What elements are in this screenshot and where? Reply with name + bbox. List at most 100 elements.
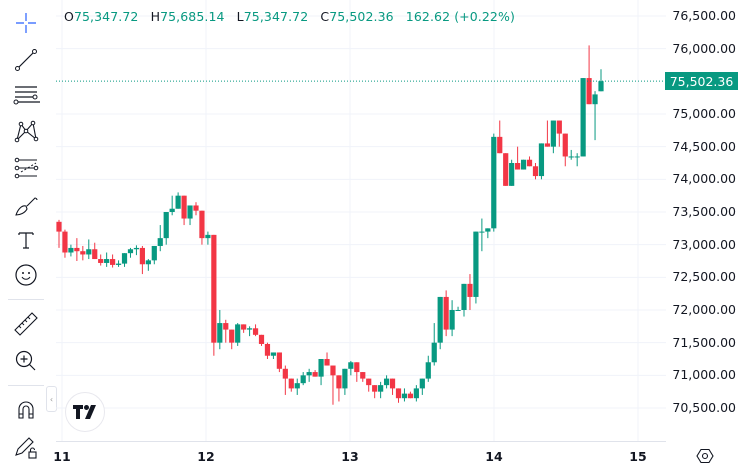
candle <box>235 324 241 343</box>
candle <box>491 136 497 229</box>
candle <box>139 247 145 265</box>
candle <box>56 221 62 232</box>
candle <box>294 383 300 389</box>
forecast-tool[interactable] <box>8 153 44 183</box>
candle <box>526 159 533 167</box>
candle <box>229 329 235 343</box>
candle <box>449 310 455 330</box>
zoom-in-icon <box>15 350 36 371</box>
candlestick-chart[interactable] <box>56 0 666 441</box>
ohlc-legend: O75,347.72 H75,685.14 L75,347.72 C75,502… <box>64 9 523 24</box>
price-axis[interactable]: 76,500.00 76,000.00 75,000.00 74,500.00 74,0… <box>666 0 745 441</box>
fib-retracement-icon <box>13 86 40 105</box>
time-tick: 14 <box>485 449 503 464</box>
candle <box>217 323 223 343</box>
candle <box>127 249 134 254</box>
candle <box>276 352 282 369</box>
forecast-icon <box>14 157 39 179</box>
candle <box>503 153 509 186</box>
candle <box>163 212 169 239</box>
candle <box>223 323 229 330</box>
candle <box>181 195 187 219</box>
candle <box>366 378 372 386</box>
lock-drawings-tool[interactable] <box>8 432 44 462</box>
time-tick: 12 <box>197 449 215 464</box>
low-label: L <box>236 9 244 24</box>
candle <box>372 385 378 392</box>
candle <box>98 259 104 263</box>
candle <box>413 388 419 399</box>
price-tick: 70,500.00 <box>672 400 736 415</box>
text-icon <box>18 232 34 249</box>
candle <box>193 205 199 211</box>
price-tick: 73,500.00 <box>672 204 736 219</box>
candle <box>562 133 568 157</box>
price-tick: 74,000.00 <box>672 171 736 187</box>
candle <box>425 362 431 379</box>
candle <box>479 231 485 233</box>
candle <box>342 368 348 389</box>
candle <box>354 362 360 373</box>
candle <box>80 251 86 255</box>
candle <box>348 362 354 369</box>
candle <box>556 120 562 134</box>
candle <box>544 143 550 147</box>
candle <box>431 342 437 363</box>
close-value: 75,502.36 <box>329 9 394 24</box>
tradingview-logo[interactable] <box>65 392 105 432</box>
candle <box>538 143 545 177</box>
price-tick: 72,000.00 <box>672 302 736 317</box>
magnet-tool[interactable] <box>8 395 44 425</box>
candle <box>133 247 140 250</box>
price-tick: 75,000.00 <box>672 106 736 121</box>
drawing-toolbar: ‹ <box>0 0 57 470</box>
price-tick: 76,500.00 <box>672 8 736 23</box>
candle <box>68 247 74 253</box>
brush-tool[interactable] <box>8 190 44 220</box>
candle <box>199 210 205 239</box>
collapse-toolbar-button[interactable]: ‹ <box>46 386 57 412</box>
candle <box>407 393 414 399</box>
candle <box>110 259 116 265</box>
candle <box>395 388 402 399</box>
candle <box>443 296 449 330</box>
trend-line-tool[interactable] <box>8 45 44 75</box>
low-value: 75,347.72 <box>243 9 309 24</box>
candle <box>389 378 396 389</box>
ruler-tool[interactable] <box>8 309 44 339</box>
candle <box>282 368 288 379</box>
candle <box>300 375 306 384</box>
chart-pane[interactable] <box>56 0 666 441</box>
candle <box>550 120 556 147</box>
pattern-tool[interactable] <box>8 116 44 146</box>
text-tool[interactable] <box>8 225 44 255</box>
candle <box>252 328 259 335</box>
settings-icon[interactable] <box>696 447 714 465</box>
last-price-label: 75,502.36 <box>665 72 738 91</box>
candle <box>437 296 443 343</box>
toolbar-divider <box>8 385 44 386</box>
candle <box>241 324 247 330</box>
crosshair-tool[interactable] <box>8 8 44 38</box>
candle <box>205 234 211 239</box>
emoji-tool[interactable] <box>8 260 44 290</box>
candle <box>485 228 491 232</box>
candle <box>401 393 408 399</box>
brush-icon <box>15 197 38 216</box>
high-label: H <box>150 9 161 24</box>
price-tick: 76,000.00 <box>672 40 736 56</box>
candle <box>264 343 271 356</box>
time-axis[interactable]: 11 12 13 14 15 <box>53 441 666 471</box>
candle <box>330 365 336 376</box>
candle <box>121 253 128 264</box>
zoom-in-tool[interactable] <box>8 346 44 376</box>
xabcd-pattern-icon <box>14 120 39 143</box>
candle <box>419 378 425 389</box>
price-tick: 74,500.00 <box>672 138 736 154</box>
candle <box>258 334 265 344</box>
candle <box>580 78 586 157</box>
fib-retracement-tool[interactable] <box>8 80 44 110</box>
candle <box>74 247 80 252</box>
open-value: 75,347.72 <box>73 9 139 24</box>
candle <box>86 249 92 255</box>
